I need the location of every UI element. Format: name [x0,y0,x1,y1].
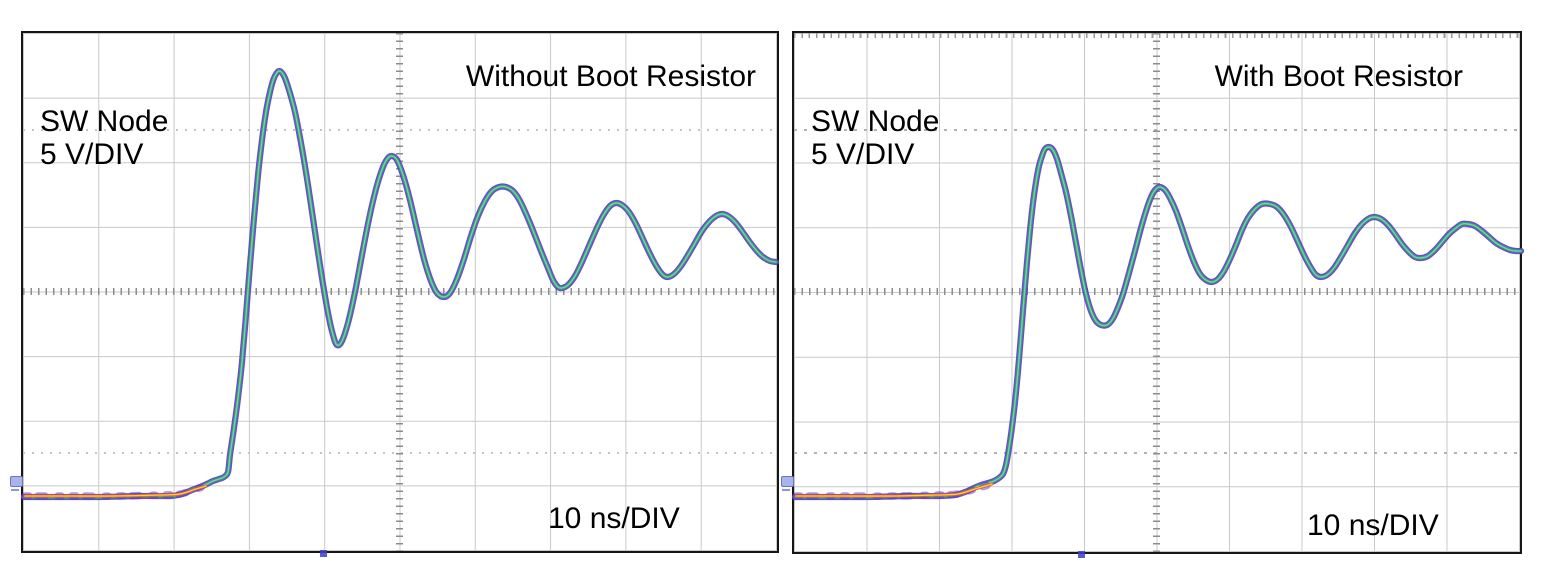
panel-title: With Boot Resistor [1214,60,1463,93]
signal-name: SW Node [40,105,169,138]
center-vertical-tick-axis [396,33,403,551]
trigger-position-marker [320,550,327,557]
signal-name: SW Node [811,105,940,138]
center-vertical-tick-axis [1153,33,1160,552]
channel-marker-underline [782,489,790,491]
vertical-scale: 5 V/DIV [811,138,915,171]
vertical-scale: 5 V/DIV [40,138,144,171]
scope-panel-with-boot-resistor: SW Node 5 V/DIV With Boot Resistor 10 ns… [792,31,1522,554]
panel-title: Without Boot Resistor [465,60,756,93]
timebase-label: 10 ns/DIV [548,502,680,535]
channel-marker-underline [11,489,19,491]
channel-marker-icon [781,476,794,487]
signal-label: SW Node 5 V/DIV [40,105,168,171]
signal-label: SW Node 5 V/DIV [811,105,939,171]
trigger-position-marker [1078,551,1085,558]
scope-panel-without-boot-resistor: SW Node 5 V/DIV Without Boot Resistor 10… [21,31,779,553]
channel-marker-icon [10,476,23,487]
timebase-label: 10 ns/DIV [1307,509,1439,542]
